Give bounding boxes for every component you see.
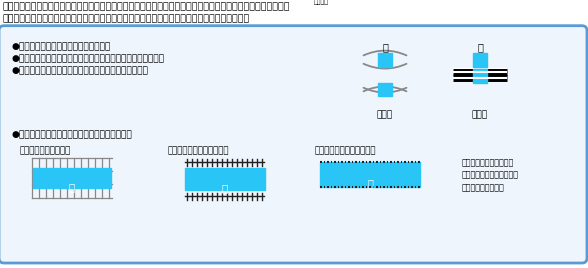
Text: 川: 川 — [367, 178, 373, 188]
Bar — [378, 53, 392, 66]
Bar — [33, 168, 111, 188]
Text: 川: 川 — [222, 183, 228, 193]
FancyBboxPatch shape — [0, 26, 587, 263]
Text: ●下流に行くほど（低いところに行くほど）、幅は広くなる。: ●下流に行くほど（低いところに行くほど）、幅は広くなる。 — [12, 55, 165, 64]
Bar — [473, 53, 487, 66]
Bar — [185, 168, 265, 190]
Text: ちなみに、川のまわりには、「土（の）がけ」・「土堤（堤防）」・「擁壁（護岸）」などが多く見られます。: ちなみに、川のまわりには、「土（の）がけ」・「土堤（堤防）」・「擁壁（護岸）」な… — [3, 3, 290, 12]
Text: 〈〈　土のがけ　〉〉: 〈〈 土のがけ 〉〉 — [20, 146, 71, 155]
Text: 川: 川 — [382, 43, 388, 53]
Text: 川: 川 — [69, 182, 75, 192]
Text: 〈〈　擁壁（護岸）　〉〉: 〈〈 擁壁（護岸） 〉〉 — [315, 146, 376, 155]
Text: 擁壁は河川の両側をコン
クリートで固めたりして強
化した堤防の一種。: 擁壁は河川の両側をコン クリートで固めたりして強 化した堤防の一種。 — [462, 158, 519, 192]
Bar — [378, 83, 392, 96]
Text: これらは、川の両側を高くしたりすることで、洪水を防いだりするために建設されたものです。: これらは、川の両側を高くしたりすることで、洪水を防いだりするために建設されたもの… — [3, 15, 250, 24]
Text: 川: 川 — [477, 43, 483, 53]
Text: ●高いところから低いところへ流れる。: ●高いところから低いところへ流れる。 — [12, 43, 111, 52]
Bar — [473, 69, 487, 83]
Text: ●途中に「橋」を表す地図記号が見られる場合が多い。: ●途中に「橋」を表す地図記号が見られる場合が多い。 — [12, 66, 149, 76]
Text: ようへき: ようへき — [314, 0, 329, 5]
Text: 〈〈　土堤（堤防）　〉〉: 〈〈 土堤（堤防） 〉〉 — [168, 146, 229, 155]
Text: 道路橋: 道路橋 — [377, 110, 393, 120]
Text: ●次のような地形図記号が見られることも多い。: ●次のような地形図記号が見られることも多い。 — [12, 131, 133, 139]
Text: 鉄道橋: 鉄道橋 — [472, 110, 488, 120]
Bar — [320, 162, 420, 187]
